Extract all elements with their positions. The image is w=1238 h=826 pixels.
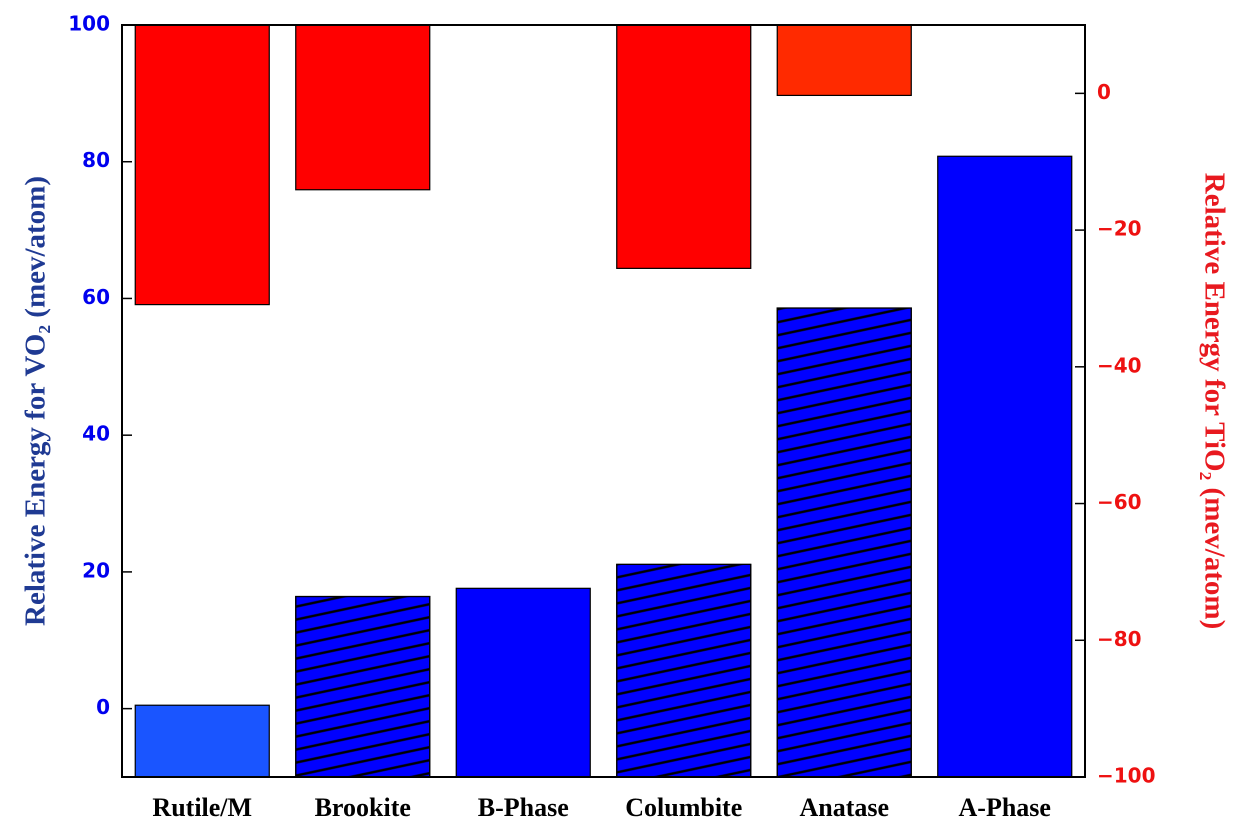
y2-axis-label: Relative Energy for TiO₂ (mev/atom) (1198, 173, 1230, 630)
bar-hatch (296, 597, 430, 777)
x-tick-label: Anatase (799, 793, 889, 822)
y2-tick-label: −20 (1097, 217, 1142, 241)
y2-tick-label: −100 (1097, 764, 1156, 788)
bar-hatch (617, 564, 751, 777)
bar-tio2 (135, 25, 269, 305)
bar-hatch (777, 308, 911, 777)
bar-vo2 (456, 588, 590, 777)
x-tick-label: Rutile/M (152, 793, 252, 822)
bar-tio2 (777, 25, 911, 95)
bar-vo2 (938, 156, 1072, 777)
y2-tick-label: 0 (1097, 80, 1111, 104)
bar-tio2 (617, 25, 751, 268)
y-axis-label: Relative Energy for VO₂ (mev/atom) (20, 176, 52, 626)
y-tick-label: 80 (82, 148, 110, 172)
y2-tick-label: −40 (1097, 353, 1142, 377)
bar-tio2 (296, 25, 430, 190)
x-tick-label: Columbite (625, 793, 742, 822)
y-tick-label: 60 (82, 285, 110, 309)
x-tick-label: Brookite (315, 793, 411, 822)
y-tick-label: 40 (82, 422, 110, 446)
x-tick-label: B-Phase (478, 793, 569, 822)
y2-tick-label: −80 (1097, 627, 1142, 651)
y-tick-label: 20 (82, 558, 110, 582)
y-tick-label: 0 (96, 695, 110, 719)
bar-vo2 (135, 705, 269, 777)
y-tick-label: 100 (68, 12, 110, 36)
chart: Relative Energy for VO₂ (mev/atom) Relat… (0, 0, 1238, 826)
y2-tick-label: −60 (1097, 490, 1142, 514)
x-tick-label: A-Phase (959, 793, 1051, 822)
